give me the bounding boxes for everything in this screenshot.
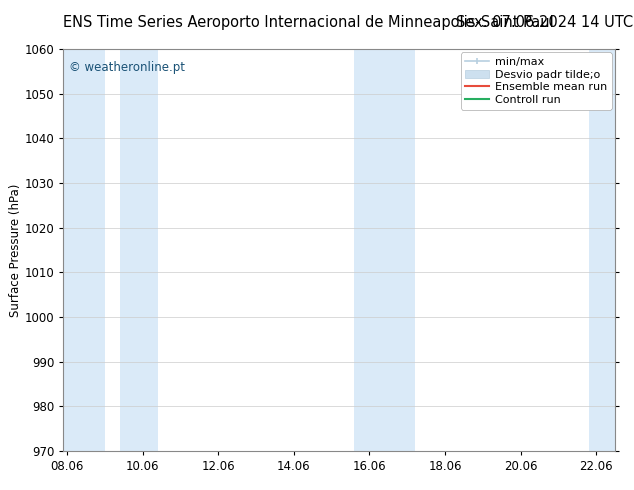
Legend: min/max, Desvio padr tilde;o, Ensemble mean run, Controll run: min/max, Desvio padr tilde;o, Ensemble m… — [460, 52, 612, 110]
Y-axis label: Surface Pressure (hPa): Surface Pressure (hPa) — [9, 183, 22, 317]
Bar — [354, 49, 415, 451]
Bar — [63, 49, 105, 451]
Text: © weatheronline.pt: © weatheronline.pt — [69, 61, 185, 74]
Text: ENS Time Series Aeroporto Internacional de Minneapolis-Saint Paul: ENS Time Series Aeroporto Internacional … — [63, 15, 554, 30]
Text: Sex. 07.06.2024 14 UTC: Sex. 07.06.2024 14 UTC — [456, 15, 633, 30]
Bar — [120, 49, 158, 451]
Bar — [588, 49, 615, 451]
